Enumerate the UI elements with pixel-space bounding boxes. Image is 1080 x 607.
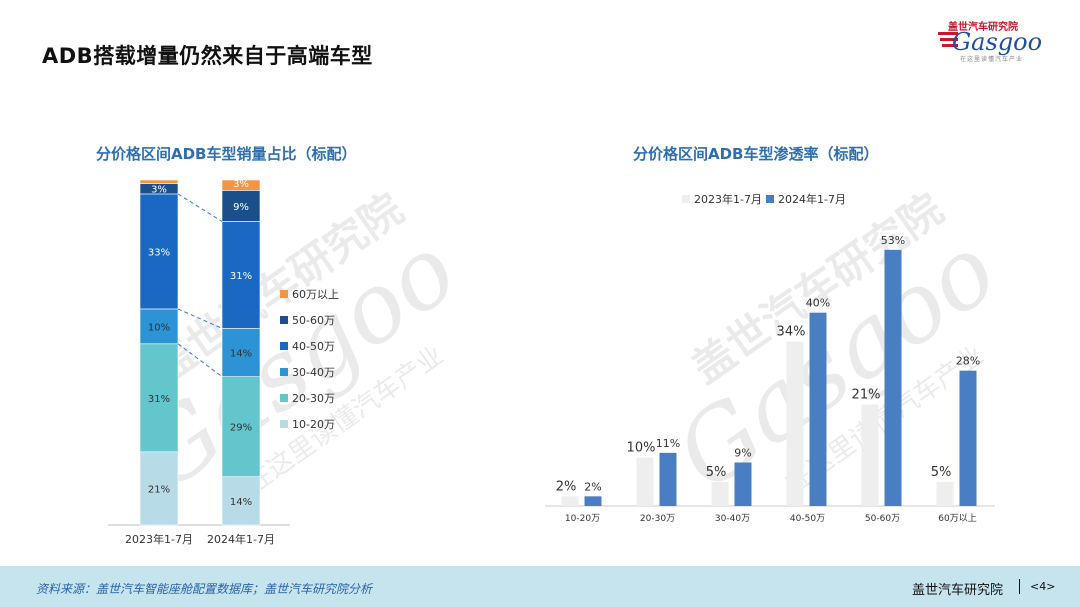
footer-org-name: 盖世汽车研究院 <box>912 583 1004 598</box>
stacked-bar-segment <box>139 179 179 184</box>
stacked-bar-data-label: 3% <box>151 185 167 196</box>
penetration-chart-title: 分价格区间ADB车型渗透率（标配） <box>633 145 879 163</box>
bar-2024 <box>959 370 977 506</box>
x-tick-label: 50-60万 <box>865 514 900 524</box>
legend-label: 20-30万 <box>292 392 335 405</box>
data-label-2023: 21% <box>852 388 881 403</box>
stacked-chart-title: 分价格区间ADB车型销量占比（标配） <box>96 145 357 163</box>
x-tick-label: 10-20万 <box>565 514 600 524</box>
legend-swatch <box>280 394 288 402</box>
bar-2023 <box>861 404 879 506</box>
x-tick-label: 2023年1-7月 <box>125 532 193 546</box>
stacked-bar-segment <box>139 308 179 345</box>
x-tick-label: 60万以上 <box>938 513 976 524</box>
bar-2023 <box>636 457 654 506</box>
stacked-share-chart: 21% 31% 10% 33% 3% 1% 2023年1-7月 14% 29% 14% 31% 9% 3… <box>108 170 339 546</box>
stacked-bar-data-label: 9% <box>233 202 249 213</box>
x-tick-label: 40-50万 <box>790 514 825 524</box>
data-label-2024: 40% <box>806 297 830 310</box>
data-label-2023: 5% <box>706 465 727 480</box>
legend-label: 10-20万 <box>292 418 335 431</box>
footer-source: 资料来源：盖世汽车智能座舱配置数据库；盖世汽车研究院分析 <box>36 582 373 596</box>
legend-swatch <box>766 195 774 203</box>
logo-tagline: 在这里读懂汽车产业 <box>960 56 1024 63</box>
legend-label: 2024年1-7月 <box>778 192 846 206</box>
stacked-bar-segment <box>221 179 261 191</box>
x-tick-label: 2024年1-7月 <box>207 532 275 546</box>
data-label-2023: 2% <box>556 479 577 494</box>
data-label-2024: 53% <box>881 234 905 247</box>
stacked-bar-data-label: 14% <box>230 497 252 508</box>
stacked-bar-segment <box>221 376 261 477</box>
stacked-bar-segment <box>139 451 179 526</box>
data-label-2023: 34% <box>777 325 806 340</box>
bar-2024 <box>809 312 827 506</box>
stacked-bar-data-label: 14% <box>230 349 252 360</box>
bar-2024 <box>584 496 602 506</box>
stacked-bar-data-label: 29% <box>230 423 252 434</box>
data-label-2024: 28% <box>956 355 980 368</box>
penetration-bar-chart: 2023年1-7月 2024年1-7月 2% 2% 10-20万 10% 11% 20-30万… <box>545 192 995 524</box>
stacked-bar-data-label: 21% <box>148 484 170 495</box>
legend-swatch <box>280 290 288 298</box>
legend-swatch <box>280 316 288 324</box>
stacked-bar-data-label: 3% <box>233 179 249 190</box>
connector-line <box>177 308 223 329</box>
logo-wordmark: Gasgoo <box>952 28 1042 56</box>
legend-swatch <box>682 195 690 203</box>
data-label-2024: 2% <box>584 480 601 493</box>
stacked-bar-segment <box>221 476 261 526</box>
stacked-bar-data-label: 31% <box>148 394 170 405</box>
logo-chinese-name: 盖世汽车研究院 <box>948 22 1018 33</box>
x-tick-label: 30-40万 <box>715 514 750 524</box>
footer-divider <box>1019 579 1020 594</box>
legend-swatch <box>280 420 288 428</box>
legend-label: 30-40万 <box>292 366 335 379</box>
page-title: ADB搭载增量仍然来自于高端车型 <box>42 44 373 68</box>
bar-2024 <box>659 452 677 506</box>
legend-label: 40-50万 <box>292 340 335 353</box>
data-label-2024: 9% <box>734 447 751 460</box>
watermark-left: 盖世汽车研究院 Gasgoo 在这里读懂汽车产业 <box>117 184 476 512</box>
bar-2024 <box>734 462 752 506</box>
page-number: <4> <box>1030 580 1056 593</box>
logo: Gasgoo <box>938 28 1042 56</box>
stacked-bar-data-label: 1% <box>151 170 167 181</box>
legend-swatch <box>280 342 288 350</box>
connector-line <box>177 343 223 378</box>
bar-2023 <box>786 341 804 506</box>
data-label-2023: 5% <box>931 465 952 480</box>
legend-label: 2023年1-7月 <box>694 192 762 206</box>
legend-label: 60万以上 <box>292 288 339 301</box>
legend-swatch <box>280 368 288 376</box>
stacked-bar-segment <box>139 193 179 310</box>
stacked-bar-data-label: 33% <box>148 247 170 258</box>
legend-label: 50-60万 <box>292 314 335 327</box>
bar-2024 <box>884 249 902 506</box>
footer-bar: 资料来源：盖世汽车智能座舱配置数据库；盖世汽车研究院分析 盖世汽车研究院 <4> <box>0 566 1080 607</box>
bar-2023 <box>561 496 579 506</box>
bar-2023 <box>936 481 954 506</box>
stacked-bar-segment <box>139 343 179 453</box>
stacked-bar-segment <box>221 221 261 329</box>
data-label-2023: 10% <box>627 441 656 456</box>
connector-line <box>177 193 223 222</box>
stacked-bar-data-label: 10% <box>148 322 170 333</box>
x-tick-label: 20-30万 <box>640 514 675 524</box>
data-label-2024: 11% <box>656 437 680 450</box>
bar-2023 <box>711 481 729 506</box>
stacked-bar-data-label: 31% <box>230 271 252 282</box>
